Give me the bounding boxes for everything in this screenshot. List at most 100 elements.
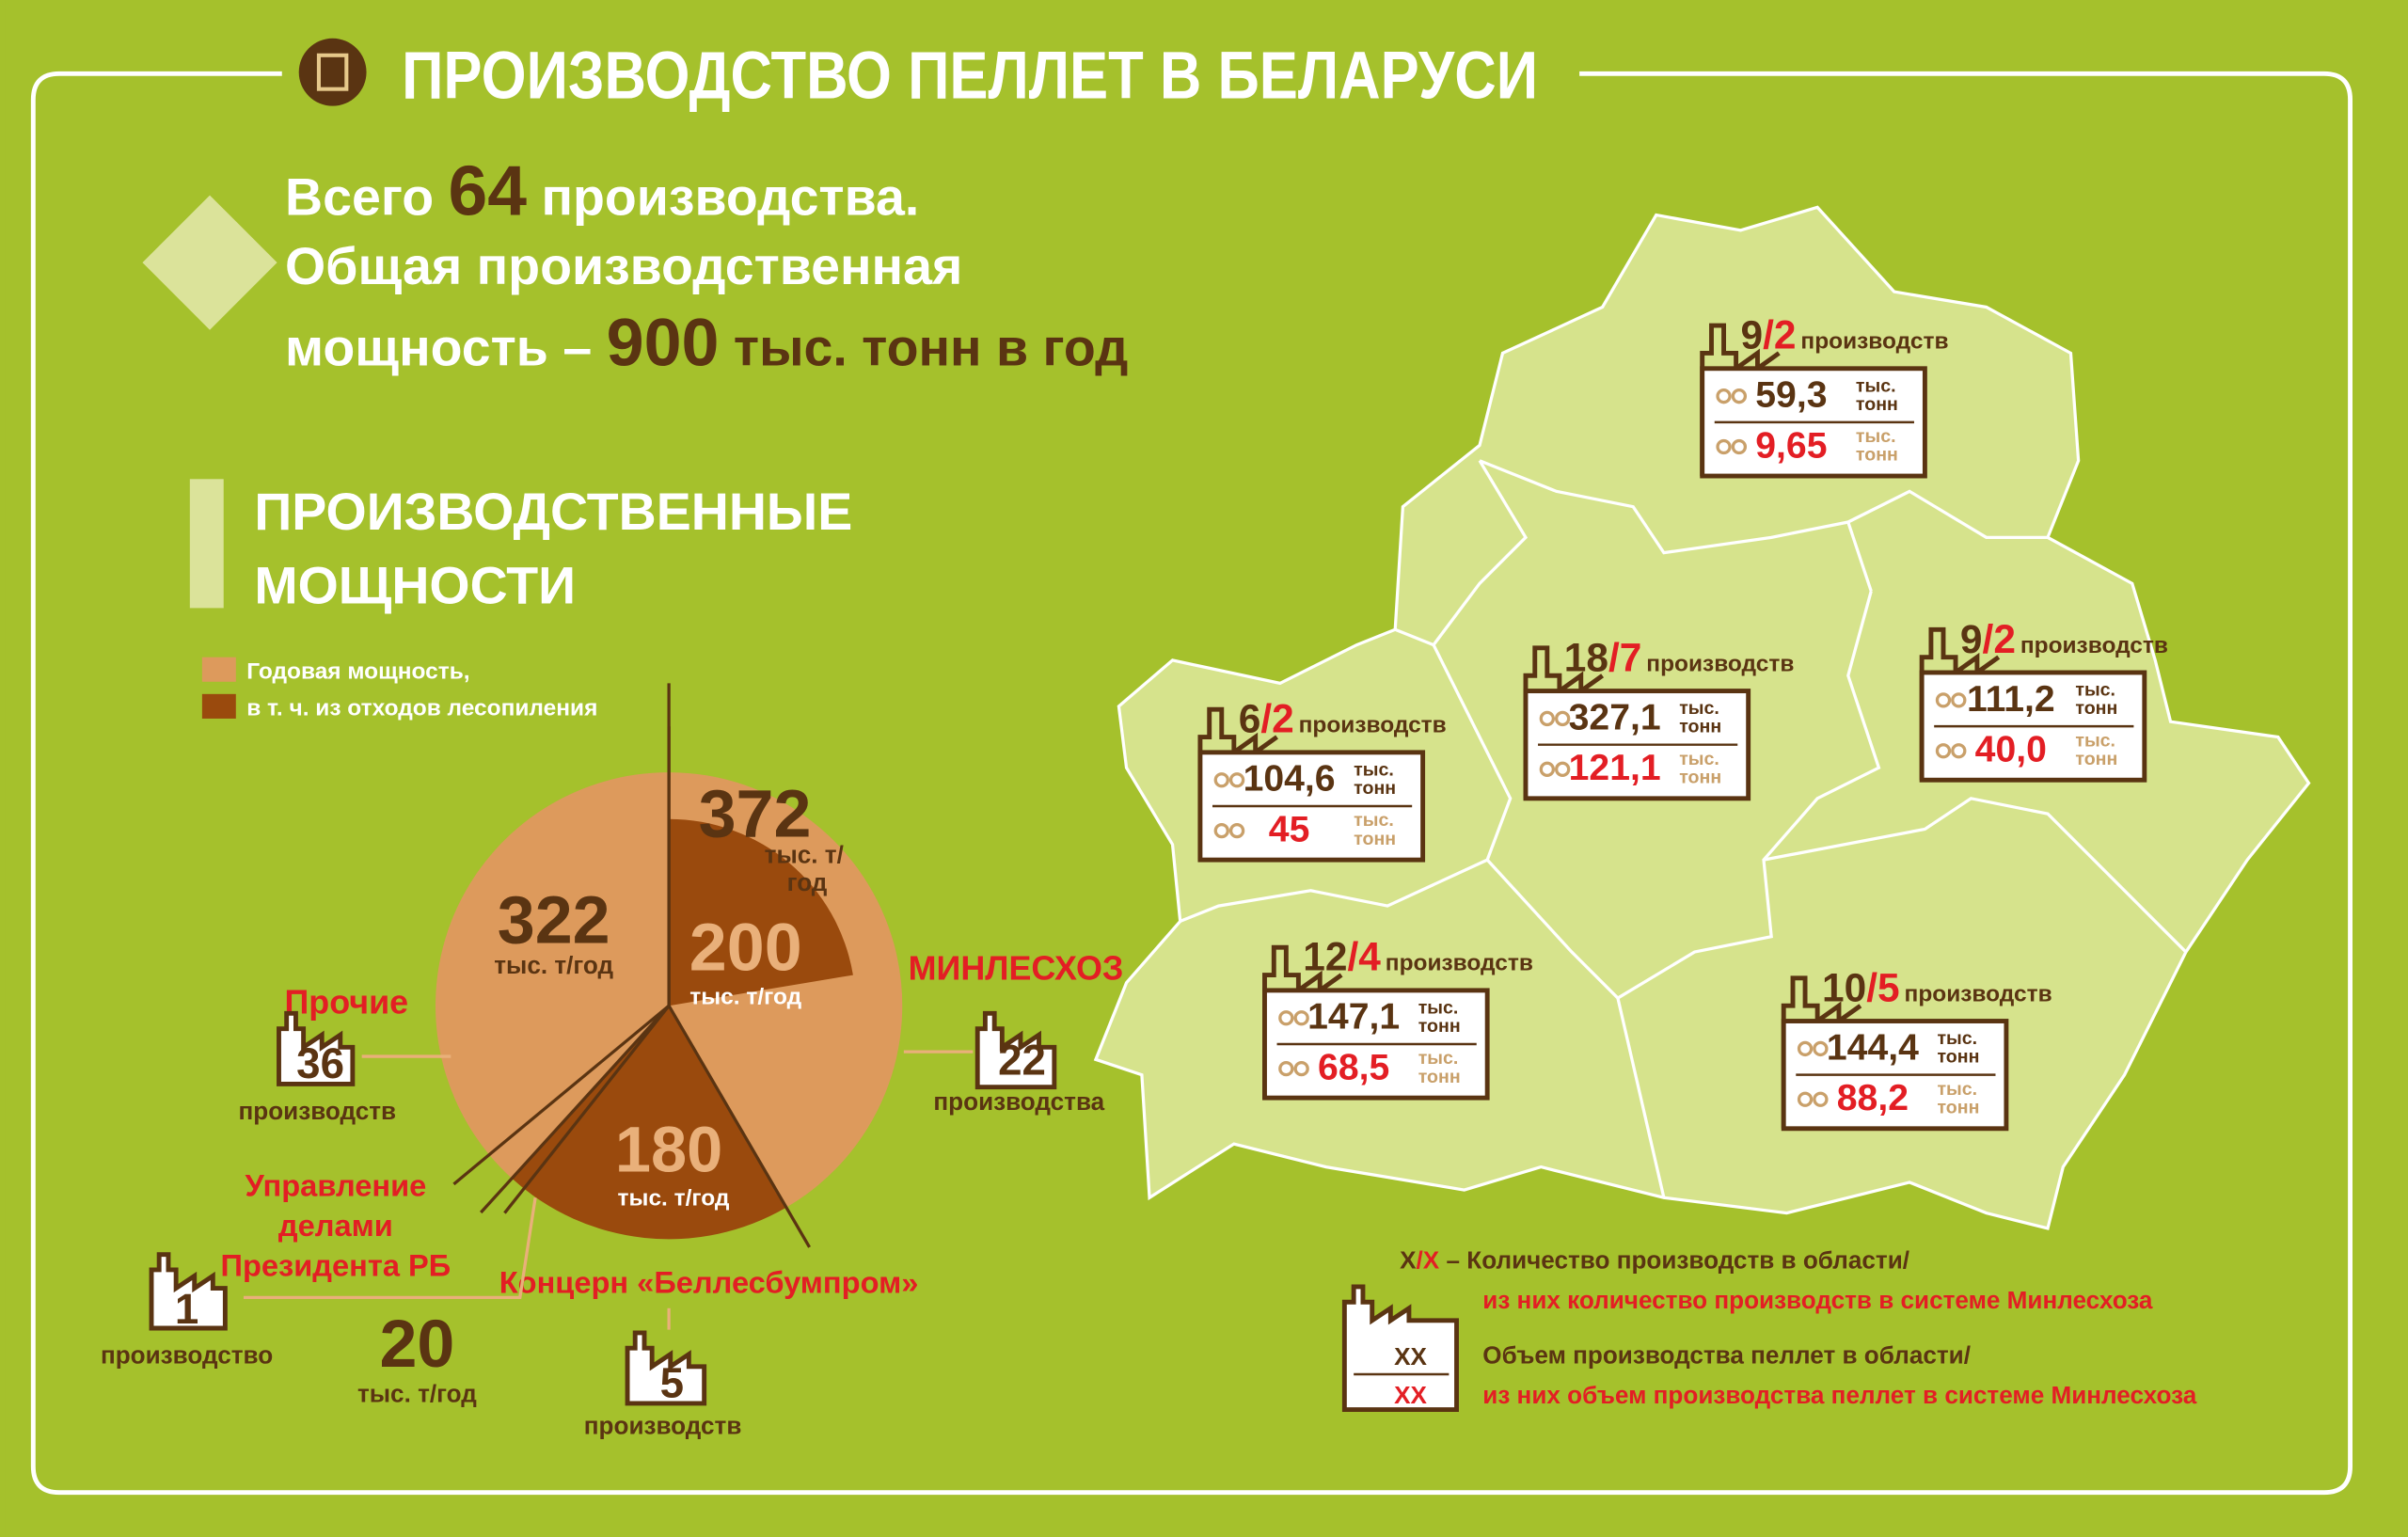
slice-value: 180 [615,1113,722,1185]
legend-label: в т. ч. из отходов лесопиления [246,696,597,721]
region-label: производств [1646,651,1794,676]
region-minleshoz-volume: 121,1 [1569,748,1661,788]
section-bar [189,479,224,609]
slice-unit: год [787,868,828,896]
region-icon [1700,323,1781,477]
summary-line3: мощность – 900 тыс. тонн в год [285,306,1128,381]
slice-value: 372 [699,777,812,852]
legend-label: Годовая мощность, [246,659,469,685]
region-unit: тонн [1856,394,1898,415]
slice-count: 36 [296,1039,344,1087]
region-pellets [1813,1091,1829,1107]
region-unit: тонн [1418,1016,1461,1037]
region-slash: / [1348,935,1359,979]
region-pellets [1293,1060,1309,1077]
chart-title: МОЩНОСТИ [254,557,576,615]
region-unit: тыс. [1856,426,1896,447]
region-label: производств [1386,951,1533,976]
summary-capacity: 900 [607,306,720,381]
region-minleshoz-volume: 45 [1269,810,1310,850]
region-total: 9 [1960,617,1983,661]
legend-count: X/X – Количество производств в области/ [1400,1245,1909,1274]
region-unit: тонн [2075,749,2117,769]
slice-unit: тыс. т/год [494,951,613,979]
region-pellets [1293,1010,1309,1026]
region-pellets [1797,1091,1814,1107]
region-minleshoz: 7 [1620,635,1642,679]
region-pellets [1731,388,1748,404]
slice-count-label: производства [933,1087,1104,1116]
region-pellets [1213,772,1229,788]
region-pellets [1935,692,1952,708]
summary-text: производства. [541,168,919,227]
region-volume: 59,3 [1755,375,1827,416]
summary-line1: Всего 64 производства. [285,151,919,230]
region-pellets [1716,438,1732,455]
region-count: 6/2 производств [1239,697,1447,741]
region-pellets [1554,761,1571,777]
region-pellets [1716,388,1732,404]
legend-xx: XX [1394,1342,1427,1371]
region-count: 9/2 производств [1960,617,2168,661]
region-pellets [1278,1010,1294,1026]
legend-icon [1341,1284,1459,1412]
slice-waste: 200 [689,911,802,986]
region-pellets [1797,1040,1814,1057]
region-unit: тонн [2075,698,2117,719]
region-unit: тонн [1937,1047,1979,1068]
map-legend: X/X – Количество производств в области/ … [1341,1245,2197,1412]
region-unit: тыс. [1418,1048,1459,1069]
region-label: производств [1800,329,1948,355]
slice-count-icon [277,1010,356,1086]
region-total: 10 [1822,965,1866,1009]
region-pellets [1951,692,1967,708]
region-pellets [1813,1040,1829,1057]
legend-text: Объем производства пеллет в области/ [1482,1341,1971,1370]
region-total: 12 [1303,935,1347,979]
slice-count: 1 [175,1285,198,1333]
region-unit: тонн [1679,768,1721,788]
slice-unit: тыс. т/год [689,985,801,1010]
region-label: производств [1299,713,1447,738]
region-minleshoz-volume: 40,0 [1975,730,2047,770]
slice-count: 22 [998,1037,1046,1085]
region-pellets [1951,743,1967,759]
region-unit: тыс. [1937,1079,1977,1100]
region-icon [1262,944,1343,1099]
legend-slash: / [1417,1245,1423,1274]
region-slash: / [1608,635,1620,679]
pie-slice [512,1006,786,1240]
region-pellets [1539,761,1555,777]
pie-waste [669,818,853,1006]
region-count: 10/5 производств [1822,965,2052,1009]
region-slash: / [1983,617,1994,661]
region-slash: / [1763,313,1774,357]
legend-text: из них количество производств в системе … [1482,1286,2153,1314]
region-unit: тыс. [1354,759,1394,780]
region-pellets [1213,822,1229,839]
region-unit: тыс. [1679,698,1719,719]
legend-x: X [1400,1245,1417,1274]
region-label: производств [1905,981,2052,1006]
slice-count-label: производство [101,1341,273,1370]
region-unit: тонн [1354,778,1396,799]
leader [243,1196,537,1299]
legend-text: – Количество производств в области/ [1447,1245,1910,1274]
region-pellets [1539,710,1555,727]
region-slash: / [1260,697,1272,741]
region-unit: тонн [1354,829,1396,849]
region-minleshoz: 4 [1358,935,1381,979]
slice-name: Концерн «Беллесбумпром» [499,1264,919,1299]
region-minleshoz: 2 [1272,697,1294,741]
region-icon [1919,626,2001,781]
region-unit: тонн [1856,445,1898,466]
region-pellets [1278,1060,1294,1077]
region-unit: тыс. [1937,1028,1977,1049]
region-minleshoz: 2 [1774,313,1797,357]
slice-count-icon [625,1330,707,1406]
